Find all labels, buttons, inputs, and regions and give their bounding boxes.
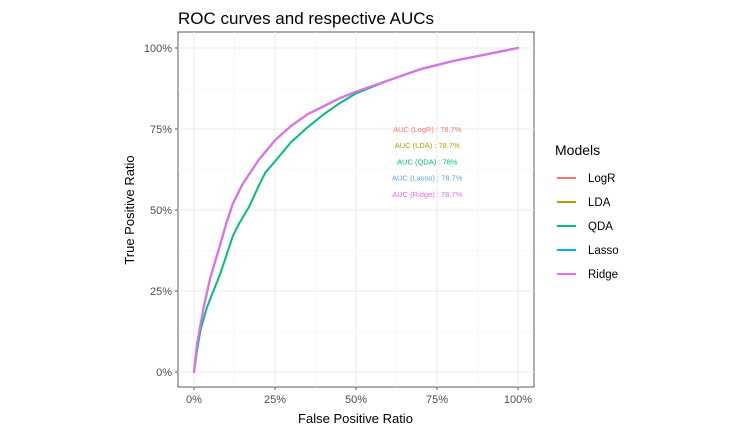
legend-label-lasso: Lasso xyxy=(588,245,619,257)
x-tick-label: 25% xyxy=(264,394,286,406)
legend-label-ridge: Ridge xyxy=(588,269,618,281)
legend-title: Models xyxy=(555,142,600,158)
y-tick-label: 25% xyxy=(150,286,172,298)
legend: LogR LDA QDA Lasso Ridge xyxy=(557,173,619,281)
auc-annotation: AUC (Ridge) : 78.7% xyxy=(392,190,462,199)
auc-annotation: AUC (Lasso) : 78.7% xyxy=(392,174,463,183)
legend-label-lda: LDA xyxy=(588,197,611,209)
roc-curves xyxy=(193,47,519,373)
auc-annotation: AUC (LDA) : 78.7% xyxy=(395,141,460,150)
y-tick-label: 75% xyxy=(150,124,172,136)
x-axis-title: False Positive Ratio xyxy=(298,411,413,426)
legend-label-logr: LogR xyxy=(588,173,616,185)
y-tick-label: 0% xyxy=(156,367,172,379)
auc-annotations: AUC (LogR) : 78.7% AUC (LDA) : 78.7% AUC (… xyxy=(392,125,463,199)
y-axis-ticks: 0% 25% 50% 75% 100% xyxy=(144,43,178,379)
auc-annotation: AUC (LogR) : 78.7% xyxy=(393,125,462,134)
x-tick-label: 0% xyxy=(186,394,202,406)
y-tick-label: 100% xyxy=(144,43,172,55)
auc-annotation: AUC (QDA) : 78% xyxy=(397,157,458,166)
chart-title: ROC curves and respective AUCs xyxy=(178,9,434,28)
x-tick-label: 75% xyxy=(426,394,448,406)
grid-lines xyxy=(178,32,534,387)
y-axis-title: True Positive Ratio xyxy=(122,155,137,264)
x-tick-label: 50% xyxy=(345,394,367,406)
x-tick-label: 100% xyxy=(504,394,532,406)
roc-line-ridge xyxy=(193,47,519,373)
y-tick-label: 50% xyxy=(150,205,172,217)
legend-label-qda: QDA xyxy=(588,221,613,233)
x-axis-ticks: 0% 25% 50% 75% 100% xyxy=(186,387,532,406)
